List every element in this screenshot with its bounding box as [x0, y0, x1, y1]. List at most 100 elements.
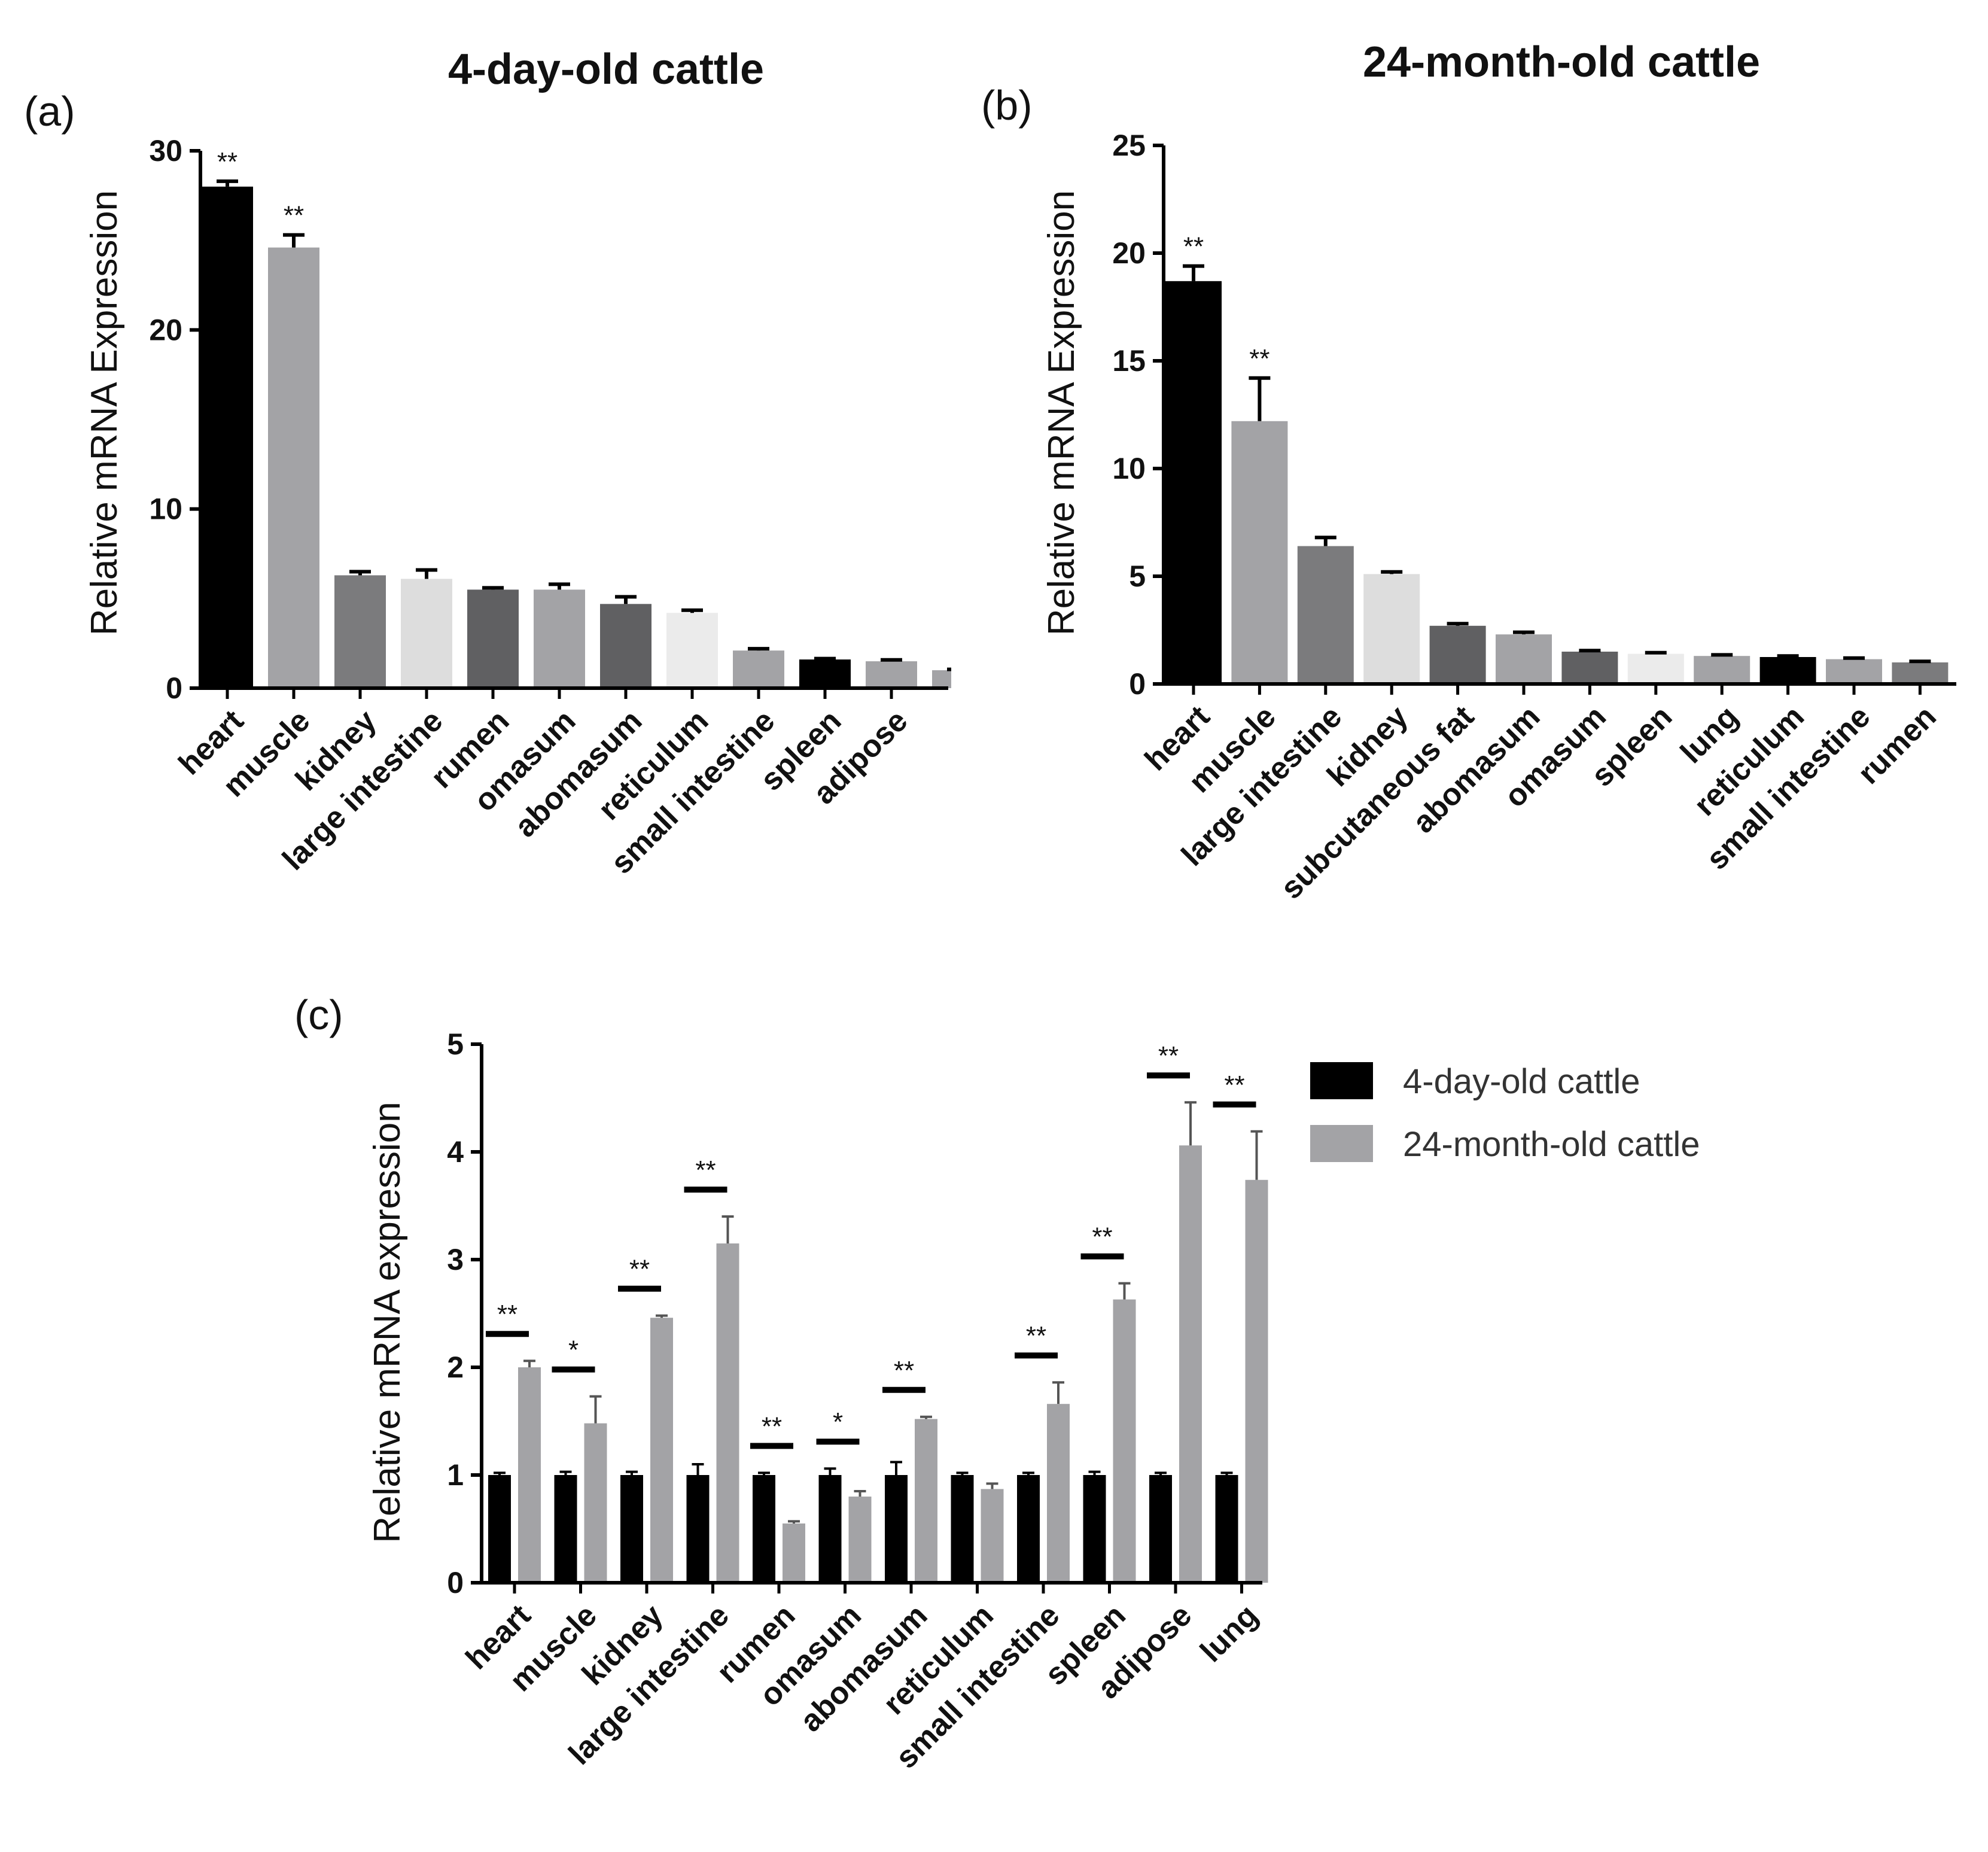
panel-c-bar-kidney-24-month [650, 1318, 673, 1583]
panel-a-bar-adipose [866, 661, 917, 688]
panel-a-significance-muscle: ** [284, 201, 304, 230]
panel-c-bar-kidney-4-day [620, 1475, 643, 1583]
panel-b-bar-small-intestine [1826, 659, 1882, 684]
legend-label-4-day: 4-day-old cattle [1403, 1062, 1640, 1101]
panel-c-significance-kidney: ** [629, 1255, 650, 1284]
panel-b-significance-heart: ** [1183, 232, 1204, 261]
panel-c-significance-small-intestine: ** [1026, 1321, 1046, 1351]
panel-a-bar-muscle [268, 247, 319, 688]
panel-a: 4-day-old cattle (a) Relative mRNA Expre… [24, 45, 951, 881]
panel-b-bar-omasum [1561, 652, 1618, 684]
panel-c-ytick-label: 4 [447, 1135, 464, 1169]
panel-a-ytick-label: 20 [149, 313, 182, 346]
panel-a-label: (a) [24, 88, 75, 135]
panel-a-bar-abomasum [600, 604, 651, 688]
panel-b-ytick-label: 20 [1112, 236, 1146, 270]
panel-b-bar-rumen [1892, 662, 1949, 684]
panel-c-xlabel-lung: lung [1194, 1598, 1265, 1669]
panel-b-label: (b) [981, 82, 1033, 129]
panel-b-ylabel: Relative mRNA Expression [1041, 190, 1082, 635]
panel-c-significance-heart: ** [497, 1300, 517, 1329]
panel-c-significance-large-intestine: ** [695, 1155, 716, 1185]
panel-c-significance-rumen: ** [762, 1412, 782, 1441]
panel-a-title: 4-day-old cattle [448, 45, 764, 93]
panel-c-bar-muscle-24-month [584, 1423, 607, 1583]
panel-c-bar-muscle-4-day [554, 1475, 577, 1583]
panel-a-ytick-label: 10 [149, 492, 182, 526]
panel-c-bar-lung-24-month [1245, 1179, 1268, 1583]
panel-b-bar-reticulum [1759, 657, 1816, 684]
panel-c-ytick-label: 3 [447, 1243, 464, 1276]
panel-c-ytick-label: 5 [447, 1027, 464, 1061]
panel-c-bar-abomasum-4-day [885, 1475, 908, 1583]
panel-c-bar-small-intestine-4-day [1017, 1475, 1040, 1583]
panel-a-bar-lung [932, 670, 951, 688]
panel-a-bar-heart [202, 186, 253, 688]
panel-c-ylabel: Relative mRNA expression [367, 1102, 408, 1543]
panel-c-bar-reticulum-4-day [951, 1475, 974, 1583]
panel-b-bar-large-intestine [1297, 546, 1354, 684]
panel-b: 24-month-old cattle (b) Relative mRNA Ex… [981, 38, 1956, 906]
panel-c-bar-abomasum-24-month [915, 1419, 937, 1583]
panel-a-bar-kidney [334, 575, 386, 688]
panel-a-ylabel: Relative mRNA Expression [84, 190, 125, 635]
panel-b-significance-muscle: ** [1249, 344, 1269, 373]
panel-c-bar-rumen-4-day [753, 1475, 775, 1583]
panel-b-bar-subcutaneous-fat [1429, 625, 1486, 684]
panel-b-bar-muscle [1231, 421, 1288, 684]
panel-c-bar-reticulum-24-month [981, 1489, 1004, 1583]
panel-a-bars [202, 179, 951, 688]
panel-a-significance-heart: ** [217, 147, 238, 177]
panel-c-bar-rumen-24-month [783, 1523, 805, 1583]
panel-c-bar-adipose-24-month [1179, 1145, 1202, 1583]
panel-c-significance-omasum: * [833, 1407, 843, 1437]
panel-c-bar-lung-4-day [1215, 1475, 1238, 1583]
panel-b-bar-kidney [1363, 574, 1420, 684]
panel-a-bar-omasum [534, 589, 585, 688]
panel-c-significance-lung: ** [1224, 1071, 1244, 1100]
panel-b-ytick-label: 15 [1112, 344, 1146, 378]
panel-c: (c) Relative mRNA expression **heart*mus… [294, 992, 1268, 1775]
panel-c-ytick-label: 0 [447, 1566, 464, 1599]
panel-c-significance-spleen: ** [1092, 1222, 1112, 1252]
legend: 4-day-old cattle 24-month-old cattle [1310, 1062, 1700, 1164]
panel-b-bar-abomasum [1496, 634, 1552, 684]
panel-b-bar-spleen [1627, 653, 1684, 684]
panel-c-bar-large-intestine-24-month [716, 1243, 739, 1583]
panel-c-bar-omasum-4-day [818, 1475, 842, 1583]
panel-c-significance-adipose: ** [1158, 1041, 1179, 1071]
panel-c-label: (c) [294, 992, 343, 1038]
panel-b-ytick-label: 10 [1112, 452, 1146, 485]
panel-c-bar-heart-24-month [518, 1367, 541, 1583]
panel-c-bar-small-intestine-24-month [1047, 1404, 1070, 1583]
panel-b-ytick-label: 25 [1112, 129, 1146, 162]
panel-b-bars [1165, 264, 1949, 684]
panel-a-bar-spleen [799, 659, 851, 688]
panel-b-title: 24-month-old cattle [1363, 38, 1760, 86]
panel-c-plot: **heart*muscle**kidney**large intestine*… [447, 1027, 1268, 1775]
panel-b-ytick-label: 0 [1129, 667, 1146, 701]
panel-a-ytick-label: 30 [149, 134, 182, 168]
panel-c-ytick-label: 2 [447, 1351, 464, 1384]
panel-c-significance-muscle: * [568, 1336, 579, 1365]
panel-a-bar-large-intestine [401, 579, 452, 688]
panel-c-bar-omasum-24-month [848, 1497, 872, 1583]
panel-a-bar-small-intestine [733, 650, 784, 688]
panel-c-ytick-label: 1 [447, 1458, 464, 1492]
panel-c-bar-spleen-4-day [1083, 1475, 1106, 1583]
panel-b-ytick-label: 5 [1129, 559, 1146, 593]
legend-swatch-4-day [1310, 1062, 1373, 1099]
panel-b-bar-heart [1165, 281, 1222, 684]
panel-c-bar-adipose-4-day [1149, 1475, 1172, 1583]
legend-swatch-24-month [1310, 1125, 1373, 1162]
panel-a-ytick-label: 0 [166, 671, 182, 705]
panel-c-bar-spleen-24-month [1113, 1299, 1136, 1583]
panel-c-bar-heart-4-day [488, 1475, 511, 1583]
panel-a-bar-reticulum [666, 613, 718, 688]
legend-label-24-month: 24-month-old cattle [1403, 1125, 1700, 1164]
panel-c-significance-abomasum: ** [894, 1356, 914, 1385]
panel-a-bar-rumen [467, 589, 519, 688]
